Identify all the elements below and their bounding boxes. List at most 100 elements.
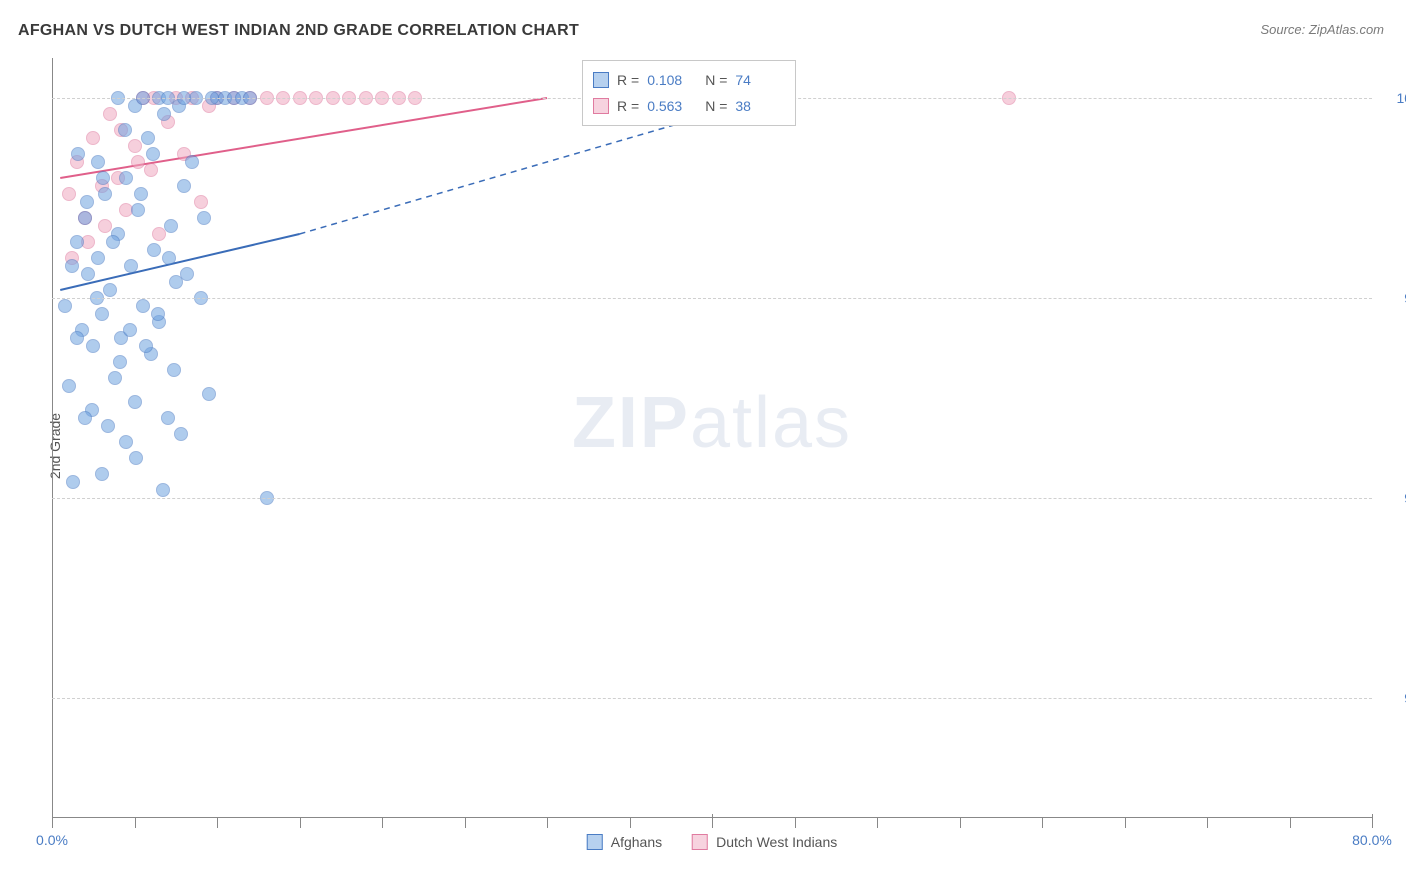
x-minor-tick [1207, 818, 1208, 828]
scatter-point [86, 131, 100, 145]
x-minor-tick [135, 818, 136, 828]
scatter-point [129, 451, 143, 465]
scatter-point [70, 331, 84, 345]
scatter-point [118, 123, 132, 137]
scatter-point [128, 395, 142, 409]
scatter-point [98, 219, 112, 233]
scatter-point [128, 139, 142, 153]
legend-item: Afghans [587, 834, 662, 850]
x-minor-tick [547, 818, 548, 828]
scatter-point [134, 187, 148, 201]
scatter-point [144, 163, 158, 177]
n-value: 38 [735, 98, 785, 114]
x-minor-tick [1290, 818, 1291, 828]
scatter-point [123, 323, 137, 337]
x-minor-tick [1042, 818, 1043, 828]
scatter-point [113, 355, 127, 369]
scatter-point [78, 411, 92, 425]
chart-plot-area: ZIPatlas 92.5%95.0%97.5%100.0% 0.0%80.0%… [52, 58, 1372, 818]
x-minor-tick [877, 818, 878, 828]
scatter-point [136, 299, 150, 313]
x-minor-tick [300, 818, 301, 828]
scatter-point [162, 251, 176, 265]
r-value: 0.108 [647, 72, 697, 88]
scatter-point [197, 211, 211, 225]
scatter-point [96, 171, 110, 185]
scatter-point [161, 411, 175, 425]
scatter-point [185, 155, 199, 169]
scatter-point [156, 483, 170, 497]
x-tick [1372, 814, 1373, 828]
x-minor-tick [465, 818, 466, 828]
n-value: 74 [735, 72, 785, 88]
scatter-point [80, 195, 94, 209]
legend-label: Afghans [611, 834, 662, 850]
x-tick [712, 814, 713, 828]
x-minor-tick [217, 818, 218, 828]
x-tick [52, 814, 53, 828]
scatter-point [147, 243, 161, 257]
scatter-point [71, 147, 85, 161]
scatter-point [124, 259, 138, 273]
scatter-point [119, 171, 133, 185]
series-swatch [593, 98, 609, 114]
scatter-point [177, 179, 191, 193]
chart-title: AFGHAN VS DUTCH WEST INDIAN 2ND GRADE CO… [18, 22, 579, 40]
scatter-point [146, 147, 160, 161]
scatter-point [174, 427, 188, 441]
scatter-point [103, 107, 117, 121]
x-tick-label: 0.0% [36, 832, 68, 848]
series-swatch [593, 72, 609, 88]
chart-legend: Afghans Dutch West Indians [587, 834, 838, 850]
scatter-point [106, 235, 120, 249]
scatter-point [151, 307, 165, 321]
scatter-point [139, 339, 153, 353]
scatter-point [131, 155, 145, 169]
x-minor-tick [382, 818, 383, 828]
gridline-h [52, 498, 1372, 499]
legend-swatch [587, 834, 603, 850]
scatter-point [65, 259, 79, 273]
gridline-h [52, 698, 1372, 699]
scatter-point [101, 419, 115, 433]
scatter-point [108, 371, 122, 385]
source-attribution: Source: ZipAtlas.com [1260, 22, 1384, 37]
scatter-point [141, 131, 155, 145]
y-tick-label: 100.0% [1397, 90, 1406, 106]
scatter-point [91, 155, 105, 169]
correlation-stats-box: R = 0.108 N = 74R = 0.563 N = 38 [582, 60, 796, 126]
plot-box [52, 58, 1372, 818]
scatter-point [91, 251, 105, 265]
stats-row: R =0.563N =38 [593, 93, 785, 119]
scatter-point [66, 475, 80, 489]
x-minor-tick [795, 818, 796, 828]
legend-item: Dutch West Indians [692, 834, 837, 850]
scatter-point [95, 307, 109, 321]
r-value: 0.563 [647, 98, 697, 114]
scatter-point [81, 267, 95, 281]
scatter-point [119, 435, 133, 449]
scatter-point [58, 299, 72, 313]
scatter-point [70, 235, 84, 249]
scatter-point [62, 379, 76, 393]
scatter-point [78, 211, 92, 225]
legend-swatch [692, 834, 708, 850]
n-label: N = [705, 98, 727, 114]
scatter-point [131, 203, 145, 217]
gridline-h [52, 298, 1372, 299]
scatter-point [180, 267, 194, 281]
scatter-point [86, 339, 100, 353]
scatter-point [62, 187, 76, 201]
scatter-point [194, 195, 208, 209]
x-tick-label: 80.0% [1352, 832, 1392, 848]
legend-label: Dutch West Indians [716, 834, 837, 850]
r-label: R = [617, 72, 639, 88]
n-label: N = [705, 72, 727, 88]
scatter-point [202, 387, 216, 401]
scatter-point [95, 467, 109, 481]
x-minor-tick [960, 818, 961, 828]
x-minor-tick [1125, 818, 1126, 828]
scatter-point [157, 107, 171, 121]
scatter-point [164, 219, 178, 233]
stats-row: R = 0.108 N = 74 [593, 67, 785, 93]
